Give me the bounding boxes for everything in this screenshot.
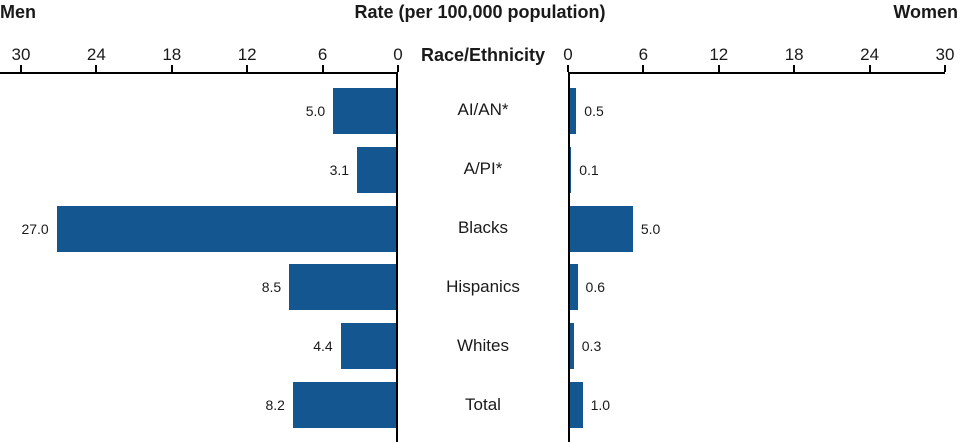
value-label-men: 4.4 [313,338,333,355]
value-label-women: 0.3 [581,338,602,355]
tick-mark [170,65,173,72]
chart-title: Rate (per 100,000 population) [354,2,606,22]
tick-mark [642,65,645,72]
value-label-men: 5.0 [305,103,326,120]
tick-label: 0 [563,45,573,64]
chart-header: Men Rate (per 100,000 population) Women [0,2,960,28]
tick-label: 30 [935,45,955,64]
bar-row-men: 8.5 [0,258,396,317]
women-chart: 0 6 12 18 24 30 0.5 0.1 5.0 0.6 0.3 1.0 [563,40,954,442]
tick-label: 12 [237,45,257,64]
bar-row-women: 0.5 [570,82,945,141]
bar-row-women: 1.0 [570,375,945,434]
value-label-women: 0.5 [584,103,604,120]
bar-women [570,381,583,428]
men-axis: 30 24 18 12 6 0 [0,40,403,72]
bar-men [357,147,396,193]
tick-label: 18 [162,45,182,64]
value-label-women: 1.0 [590,396,611,413]
bar-row-women: 0.1 [570,141,945,200]
bar-men [56,205,396,252]
tick-label: 0 [393,45,403,64]
tick-mark [397,65,399,72]
tick-label: 24 [860,45,880,64]
bar-men [333,88,396,135]
category-label: A/PI* [463,158,503,178]
category-label: Total [465,394,501,414]
women-plot-area: 0.5 0.1 5.0 0.6 0.3 1.0 [568,72,945,442]
women-axis-title: Women [893,2,958,22]
category-labels: AI/AN* A/PI* Blacks Hispanics Whites Total [398,72,568,442]
tick-mark [868,65,871,72]
men-chart: 30 24 18 12 6 0 5.0 3.1 27.0 8.5 4.4 8.2 [0,40,403,442]
bar-women [570,323,574,370]
bar-men [289,264,396,311]
value-label-women: 5.0 [640,220,661,237]
women-axis: 0 6 12 18 24 30 [563,40,954,72]
tick-label: 12 [709,45,729,64]
value-label-women: 0.6 [585,279,605,296]
bar-women [570,264,578,311]
bar-row-women: 5.0 [570,199,945,258]
bar-row-men: 4.4 [0,317,396,376]
bar-row-men: 3.1 [0,141,396,200]
men-axis-title: Men [0,2,36,22]
tick-mark [567,65,569,72]
race-ethnicity-header: Race/Ethnicity [420,45,546,65]
bar-women [570,88,577,135]
tick-label: 24 [86,45,106,64]
category-label: Blacks [457,217,509,237]
value-label-men: 8.5 [261,279,282,296]
value-label-women: 0.1 [579,162,599,178]
tick-mark [246,65,249,72]
bar-women [570,147,572,193]
tick-label: 18 [784,45,804,64]
category-label: Whites [457,335,509,355]
category-label: AI/AN* [457,99,509,119]
tick-mark [717,65,720,72]
bar-row-men: 27.0 [0,199,396,258]
bar-women [570,205,633,252]
value-label-men: 27.0 [21,220,49,237]
tick-mark [20,65,22,72]
bar-row-women: 0.3 [570,317,945,376]
tick-mark [944,65,946,72]
bar-row-men: 8.2 [0,375,396,434]
bar-row-men: 5.0 [0,82,396,141]
bar-men [340,323,396,370]
bar-men [292,381,396,428]
category-label: Hispanics [446,276,520,296]
tick-mark [321,65,324,72]
tick-label: 6 [317,45,328,64]
value-label-men: 3.1 [329,162,350,178]
tick-mark [793,65,796,72]
bar-row-women: 0.6 [570,258,945,317]
tick-label: 30 [11,45,31,64]
men-plot-area: 5.0 3.1 27.0 8.5 4.4 8.2 [0,72,398,442]
tick-mark [95,65,98,72]
tick-label: 6 [638,45,649,64]
category-column: Race/Ethnicity AI/AN* A/PI* Blacks Hispanic… [398,40,568,442]
value-label-men: 8.2 [265,396,285,413]
